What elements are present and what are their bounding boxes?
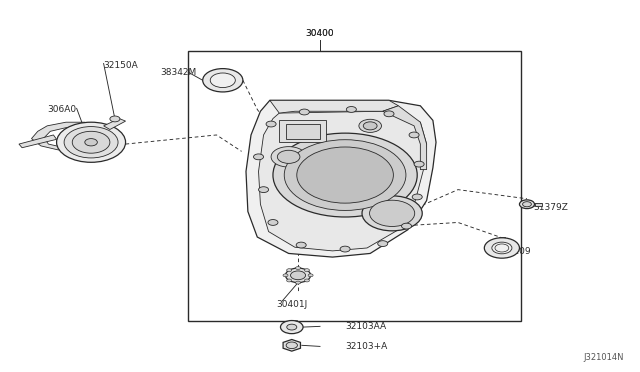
Polygon shape <box>270 100 398 113</box>
Circle shape <box>287 279 292 282</box>
Polygon shape <box>383 106 427 170</box>
Circle shape <box>401 223 412 229</box>
Circle shape <box>72 131 110 153</box>
Circle shape <box>369 200 415 227</box>
Circle shape <box>520 200 534 209</box>
Text: 38342M: 38342M <box>160 68 196 77</box>
Circle shape <box>85 139 97 146</box>
Text: 30400: 30400 <box>306 29 334 38</box>
Circle shape <box>412 194 422 200</box>
Text: 32103+A: 32103+A <box>345 342 387 351</box>
Polygon shape <box>104 119 125 129</box>
Circle shape <box>271 147 306 167</box>
Circle shape <box>56 122 125 162</box>
Circle shape <box>203 68 243 92</box>
Circle shape <box>110 116 120 122</box>
Circle shape <box>268 219 278 225</box>
Circle shape <box>287 324 297 330</box>
Circle shape <box>340 246 350 252</box>
Text: 32103AA: 32103AA <box>345 322 386 331</box>
Polygon shape <box>19 135 56 148</box>
Bar <box>285 124 320 139</box>
Circle shape <box>210 73 236 87</box>
Circle shape <box>523 202 531 207</box>
Circle shape <box>296 281 301 284</box>
Circle shape <box>285 268 310 283</box>
Circle shape <box>287 269 292 272</box>
Circle shape <box>359 119 381 132</box>
Text: 32150A: 32150A <box>104 61 138 70</box>
Circle shape <box>291 271 305 280</box>
Circle shape <box>284 140 406 211</box>
Circle shape <box>296 267 301 269</box>
Circle shape <box>484 238 520 258</box>
Circle shape <box>259 187 269 193</box>
Polygon shape <box>283 340 300 351</box>
Polygon shape <box>246 100 436 257</box>
Text: 31379Z: 31379Z <box>533 203 568 212</box>
Polygon shape <box>259 111 427 251</box>
Circle shape <box>64 126 118 158</box>
Circle shape <box>308 274 313 277</box>
Circle shape <box>253 154 264 160</box>
Circle shape <box>266 121 276 127</box>
Bar <box>534 203 542 206</box>
Bar <box>499 237 505 257</box>
Circle shape <box>364 122 377 130</box>
Bar <box>188 51 521 321</box>
Circle shape <box>300 109 309 115</box>
Polygon shape <box>31 122 85 153</box>
Circle shape <box>362 196 422 231</box>
Circle shape <box>283 274 288 277</box>
Circle shape <box>305 279 309 282</box>
Circle shape <box>305 269 309 272</box>
Circle shape <box>492 242 512 254</box>
Text: 32109: 32109 <box>502 247 531 256</box>
Bar <box>279 121 326 142</box>
Circle shape <box>384 111 394 117</box>
Circle shape <box>378 241 388 247</box>
Circle shape <box>346 106 356 112</box>
Circle shape <box>273 133 417 217</box>
Circle shape <box>280 321 303 334</box>
Circle shape <box>414 161 424 167</box>
Circle shape <box>296 242 306 248</box>
Text: 30401J: 30401J <box>276 300 307 309</box>
Circle shape <box>409 132 419 138</box>
Text: 30400: 30400 <box>306 29 334 38</box>
Circle shape <box>277 150 300 163</box>
Text: 306A0: 306A0 <box>47 105 76 114</box>
Circle shape <box>297 147 394 203</box>
Circle shape <box>286 342 298 349</box>
Text: J321014N: J321014N <box>584 353 624 362</box>
